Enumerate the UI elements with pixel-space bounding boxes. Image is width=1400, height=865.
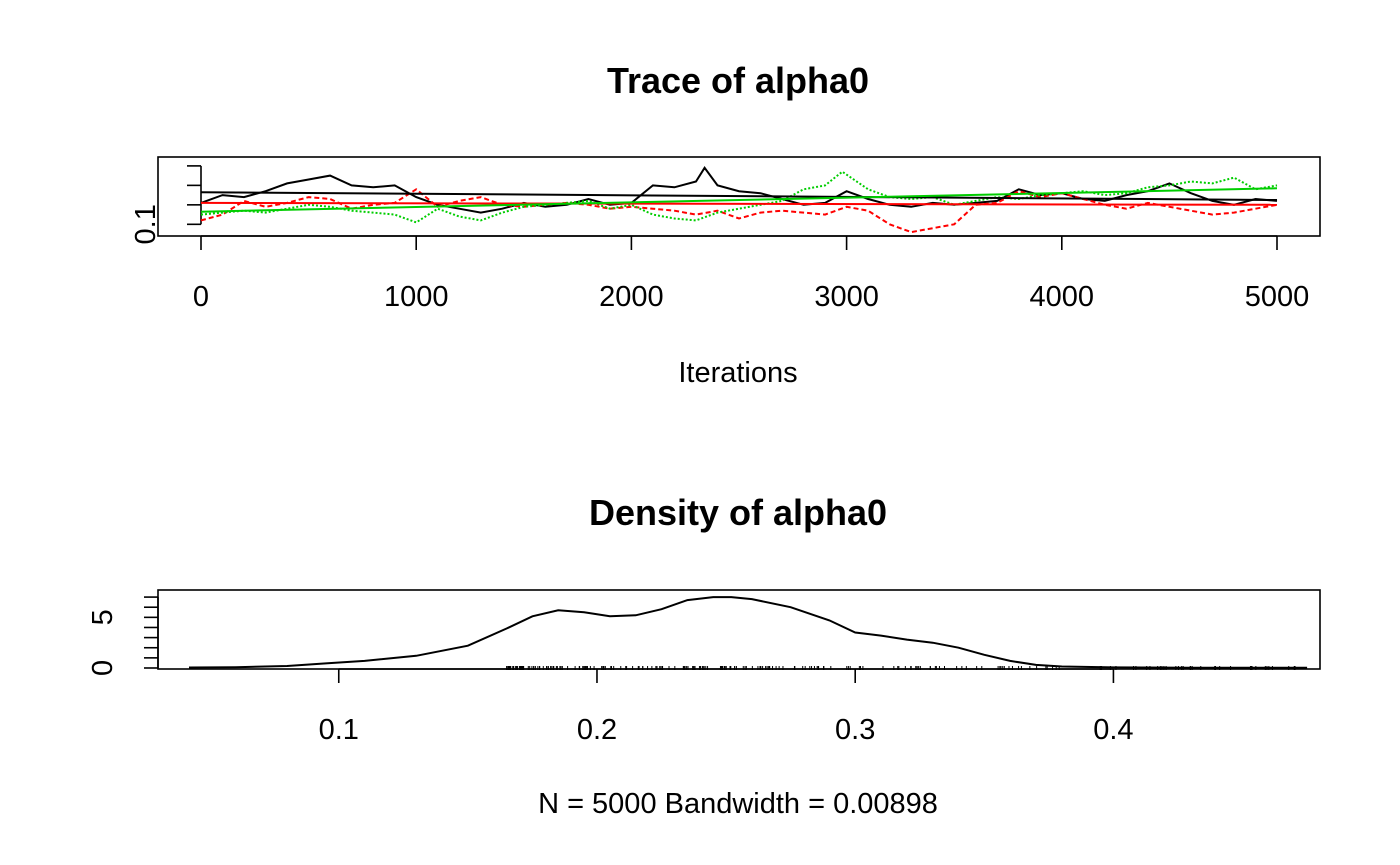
trace-x-axis: 0 1000 2000 3000 4000 5000 <box>193 235 1310 313</box>
series-line-0-0 <box>200 166 1278 214</box>
series-line-0-4 <box>200 201 1278 206</box>
x-tick-label-1-2: 0.3 <box>835 714 875 746</box>
x-tick-label-1-0: 0.1 <box>319 714 359 746</box>
density-rug <box>506 665 1296 670</box>
x-tick-label-0-5: 5000 <box>1245 281 1310 313</box>
x-tick-label-1-1: 0.2 <box>577 714 617 746</box>
series-line-0-3 <box>200 191 1278 201</box>
density-plot-frame <box>157 589 1321 670</box>
y-tick-label-1-5: 5 <box>87 609 119 625</box>
series-line-1-0 <box>188 596 1308 669</box>
density-title: Density of alpha0 <box>589 492 887 533</box>
trace-series-group <box>200 166 1278 234</box>
series-line-0-2 <box>200 170 1278 224</box>
trace-y-axis: 0.1 <box>130 165 202 244</box>
x-tick-label-0-2: 2000 <box>599 281 664 313</box>
density-panel: Density of alpha0 0.1 0.2 0.3 0.4 05 N = 50… <box>87 492 1321 820</box>
trace-title: Trace of alpha0 <box>607 60 869 101</box>
x-tick-label-0-4: 4000 <box>1030 281 1095 313</box>
y-tick-label-0-0: 0.1 <box>130 204 162 244</box>
series-line-0-5 <box>200 187 1278 213</box>
x-tick-label-0-1: 1000 <box>384 281 449 313</box>
x-tick-label-1-3: 0.4 <box>1093 714 1133 746</box>
x-tick-label-0-0: 0 <box>193 281 209 313</box>
trace-x-label: Iterations <box>678 357 797 389</box>
density-x-label: N = 5000 Bandwidth = 0.00898 <box>538 788 938 820</box>
trace-panel: Trace of alpha0 0 1000 2000 3000 4000 5000 0.… <box>130 60 1321 389</box>
density-x-axis: 0.1 0.2 0.3 0.4 <box>319 668 1134 746</box>
x-tick-label-0-3: 3000 <box>814 281 879 313</box>
density-series-group <box>188 596 1308 669</box>
density-y-axis: 05 <box>87 596 159 676</box>
y-tick-label-1-0: 0 <box>87 660 119 676</box>
